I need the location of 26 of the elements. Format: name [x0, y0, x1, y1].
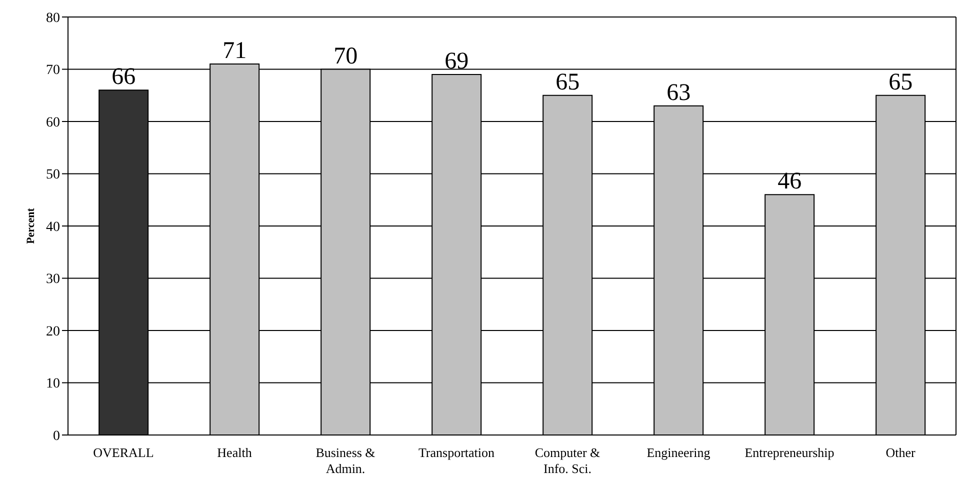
x-tick-label: Engineering: [646, 445, 711, 460]
data-label: 70: [334, 43, 358, 70]
data-label: 65: [888, 69, 913, 96]
data-label: 65: [556, 69, 580, 96]
y-tick-label: 70: [46, 63, 60, 78]
y-tick-label: 50: [46, 168, 60, 183]
y-tick-label: 10: [46, 376, 60, 392]
y-axis-title: Percent: [24, 208, 37, 244]
data-label: 71: [222, 38, 247, 64]
data-label: 63: [666, 80, 691, 106]
x-tick-label: Entrepreneurship: [744, 445, 834, 460]
y-tick-label: 80: [46, 10, 60, 26]
y-tick-label: 60: [46, 115, 60, 130]
x-tick-label: Transportation: [418, 445, 496, 460]
x-tick-label: OVERALL: [93, 445, 154, 460]
x-tick-label: Computer & Info. Sci.: [534, 445, 600, 476]
data-label: 66: [112, 64, 136, 90]
data-label: 69: [444, 48, 469, 74]
x-tick-label: Business & Admin.: [316, 445, 376, 476]
y-tick-label: 20: [46, 324, 60, 340]
x-tick-label: Health: [217, 445, 252, 460]
y-tick-label: 0: [53, 428, 60, 444]
data-label: 46: [778, 168, 802, 195]
y-tick-label: 40: [46, 220, 60, 235]
x-tick-label: Other: [886, 445, 916, 460]
y-tick-label: 30: [46, 272, 60, 288]
